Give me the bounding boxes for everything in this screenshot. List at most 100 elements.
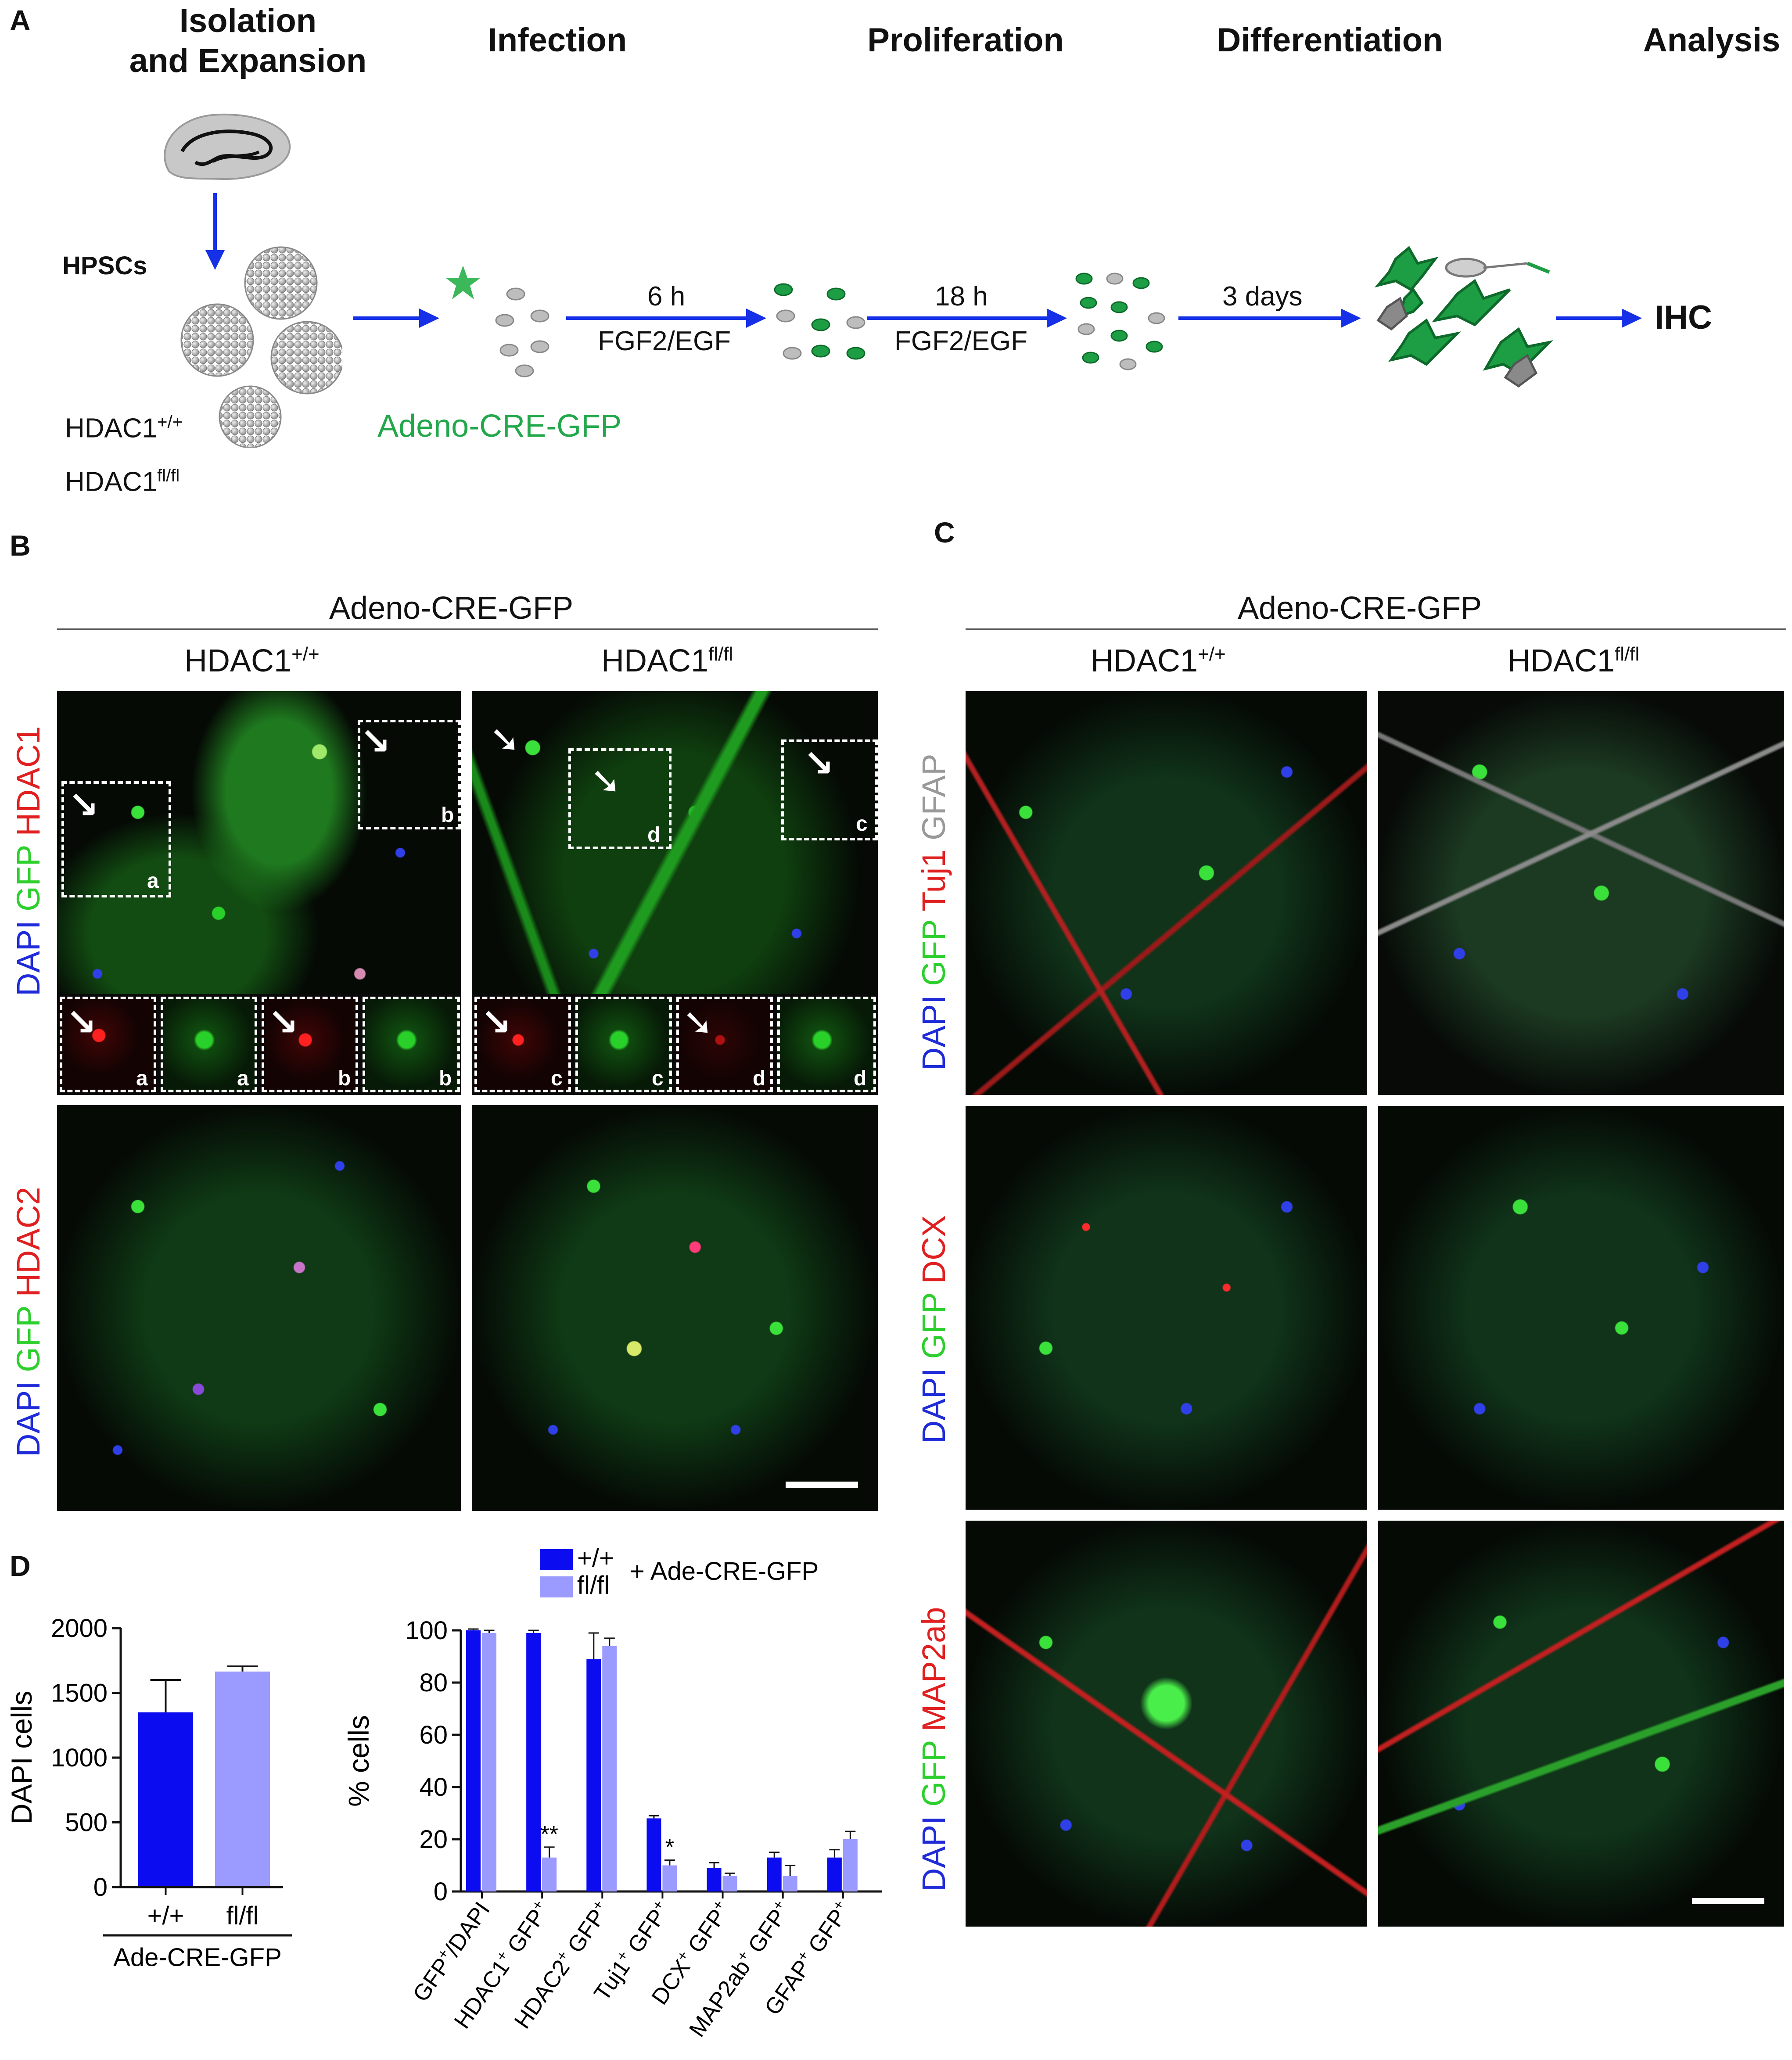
cells-mixed-2-icon [1075, 273, 1165, 370]
y-tick-label: 20 [419, 1825, 448, 1854]
hpscs-label: HPSCs [62, 251, 147, 280]
arrow-2-factors: FGF2/EGF [894, 326, 1028, 356]
arrow-1-factors: FGF2/EGF [598, 326, 731, 356]
x-tick-label-part: GFP [408, 1953, 456, 2006]
panel-b-header-rule [57, 628, 878, 630]
x-tick-label-part: GFP [619, 1905, 671, 1963]
arrow-2-time: 18 h [935, 281, 988, 312]
group-label: Ade-CRE-GFP [113, 1943, 282, 1966]
micrograph-c-wt-tuj1 [966, 691, 1367, 1095]
x-tick-label-part: GFP [559, 1905, 611, 1963]
panel-c-row-2-stain: DAPI GFP DCX [916, 1215, 952, 1444]
legend-swatch [540, 1576, 573, 1597]
panel-b-col-1: HDAC1+/+ [184, 643, 320, 678]
arrow-marker-icon: ↘ [803, 743, 834, 784]
arrow-marker-icon: ↘ [68, 784, 99, 825]
arrowhead-marker-icon: ➘ [489, 718, 521, 760]
bar [542, 1857, 557, 1891]
virus-star-icon [445, 266, 481, 299]
bar [783, 1876, 797, 1891]
bar [215, 1671, 270, 1887]
arrow-marker-icon: ↘ [268, 1001, 299, 1043]
inset-green-a [161, 997, 257, 1092]
panel-c-row-3-stain: DAPI GFP MAP2ab [916, 1607, 952, 1891]
x-tick-label-part: /DAPI [440, 1898, 495, 1961]
arrow-1-icon [566, 309, 766, 328]
inset-letter: a [147, 869, 159, 893]
dapi-cells-chart: 0 500 1000 1500 2000 DAPI cells +/+ fl/fl Ade-CR… [5, 1615, 292, 1966]
arrowhead-marker-icon: ➘ [682, 1001, 714, 1043]
x-tick-label-part: DCX [647, 1956, 695, 2010]
x-tick-label-part: HDAC2 [510, 1956, 575, 2034]
y-tick-label: 2000 [51, 1615, 108, 1643]
micrograph-c-wt-dcx [966, 1106, 1367, 1510]
scale-bar [786, 1482, 858, 1488]
panel-c-col-2: HDAC1fl/fl [1508, 643, 1640, 678]
inset-letter: c [551, 1067, 563, 1090]
inset-box-b [358, 720, 461, 829]
inset-letter: c [652, 1067, 664, 1090]
legend-label: fl/fl [577, 1571, 610, 1600]
x-tick-label-part: GFP [679, 1905, 731, 1963]
step-differentiation: Differentiation [1217, 22, 1443, 59]
bar [722, 1876, 737, 1891]
inset-letter: d [647, 823, 661, 847]
y-axis-label: DAPI cells [5, 1691, 38, 1824]
scale-bar [1692, 1898, 1764, 1904]
inset-letter: d [854, 1067, 867, 1090]
inset-box-d [568, 748, 672, 849]
legend-label: +/+ [577, 1544, 614, 1572]
inset-strip-wt: a ↘ a b ↘ b [57, 994, 461, 1095]
y-tick-label: 0 [93, 1873, 108, 1902]
genotype-wt-label: HDAC1+/+ [65, 413, 183, 444]
panel-b-col-2: HDAC1fl/fl [601, 643, 733, 678]
inset-box-c [781, 739, 878, 840]
panel-c-row-1-stain: DAPI GFP Tuj1 GFAP [916, 754, 952, 1071]
panel-c-letter: C [934, 516, 955, 549]
inset-letter: b [441, 804, 454, 827]
panel-c-header-rule [966, 628, 1786, 630]
panel-a-letter: A [10, 4, 31, 36]
inset-letter: d [753, 1067, 766, 1090]
bar [827, 1857, 842, 1891]
cells-mixed-1-icon [774, 283, 865, 360]
step-infection: Infection [488, 22, 627, 59]
legend-note: + Ade-CRE-GFP [630, 1557, 819, 1586]
panel-b-header: Adeno-CRE-GFP [329, 591, 574, 626]
bar [602, 1646, 617, 1891]
inset-red-b [262, 997, 358, 1092]
significance-mark: ** [540, 1822, 558, 1847]
x-tick-label-part: HDAC1 [449, 1956, 515, 2034]
inset-green-c [575, 997, 672, 1092]
bar [526, 1633, 541, 1891]
panel-c-col-1: HDAC1+/+ [1091, 643, 1226, 678]
x-tick-label-part: GFAP [760, 1956, 815, 2020]
micrograph-c-wt-map2ab [966, 1521, 1367, 1927]
significance-mark: * [665, 1835, 674, 1860]
y-tick-label: 100 [405, 1616, 448, 1645]
x-tick-label-part: Tuj1 [589, 1956, 635, 2006]
inset-strip-flfl: c ↘ c d ➘ d [472, 994, 878, 1095]
x-tick-label-part: GFP [800, 1905, 851, 1963]
differentiated-cells-icon [1374, 246, 1554, 388]
bar [482, 1633, 496, 1891]
inset-letter: c [856, 812, 868, 836]
arrow-marker-icon: ↘ [360, 721, 391, 762]
genotype-flfl-label: HDAC1fl/fl [65, 466, 180, 497]
y-axis-label: % cells [342, 1715, 375, 1807]
neurosphere-cluster-icon [180, 246, 342, 448]
bar [662, 1865, 677, 1891]
inset-letter: b [439, 1067, 452, 1090]
step-analysis: Analysis [1643, 22, 1781, 59]
bar [767, 1857, 782, 1891]
inset-letter: a [136, 1067, 148, 1090]
bar [707, 1868, 722, 1891]
x-tick-label-part: MAP2ab [684, 1956, 755, 2042]
arrow-ihc-icon [1556, 309, 1642, 328]
step-isolation: Isolation and Expansion [129, 2, 367, 80]
inset-red-a [60, 997, 156, 1092]
arrow-marker-icon: ↘ [66, 1001, 97, 1043]
arrow-3-time: 3 days [1222, 281, 1303, 312]
bar [843, 1839, 858, 1891]
panel-b-row-1-stain: DAPI GFP HDAC1 [10, 726, 47, 996]
